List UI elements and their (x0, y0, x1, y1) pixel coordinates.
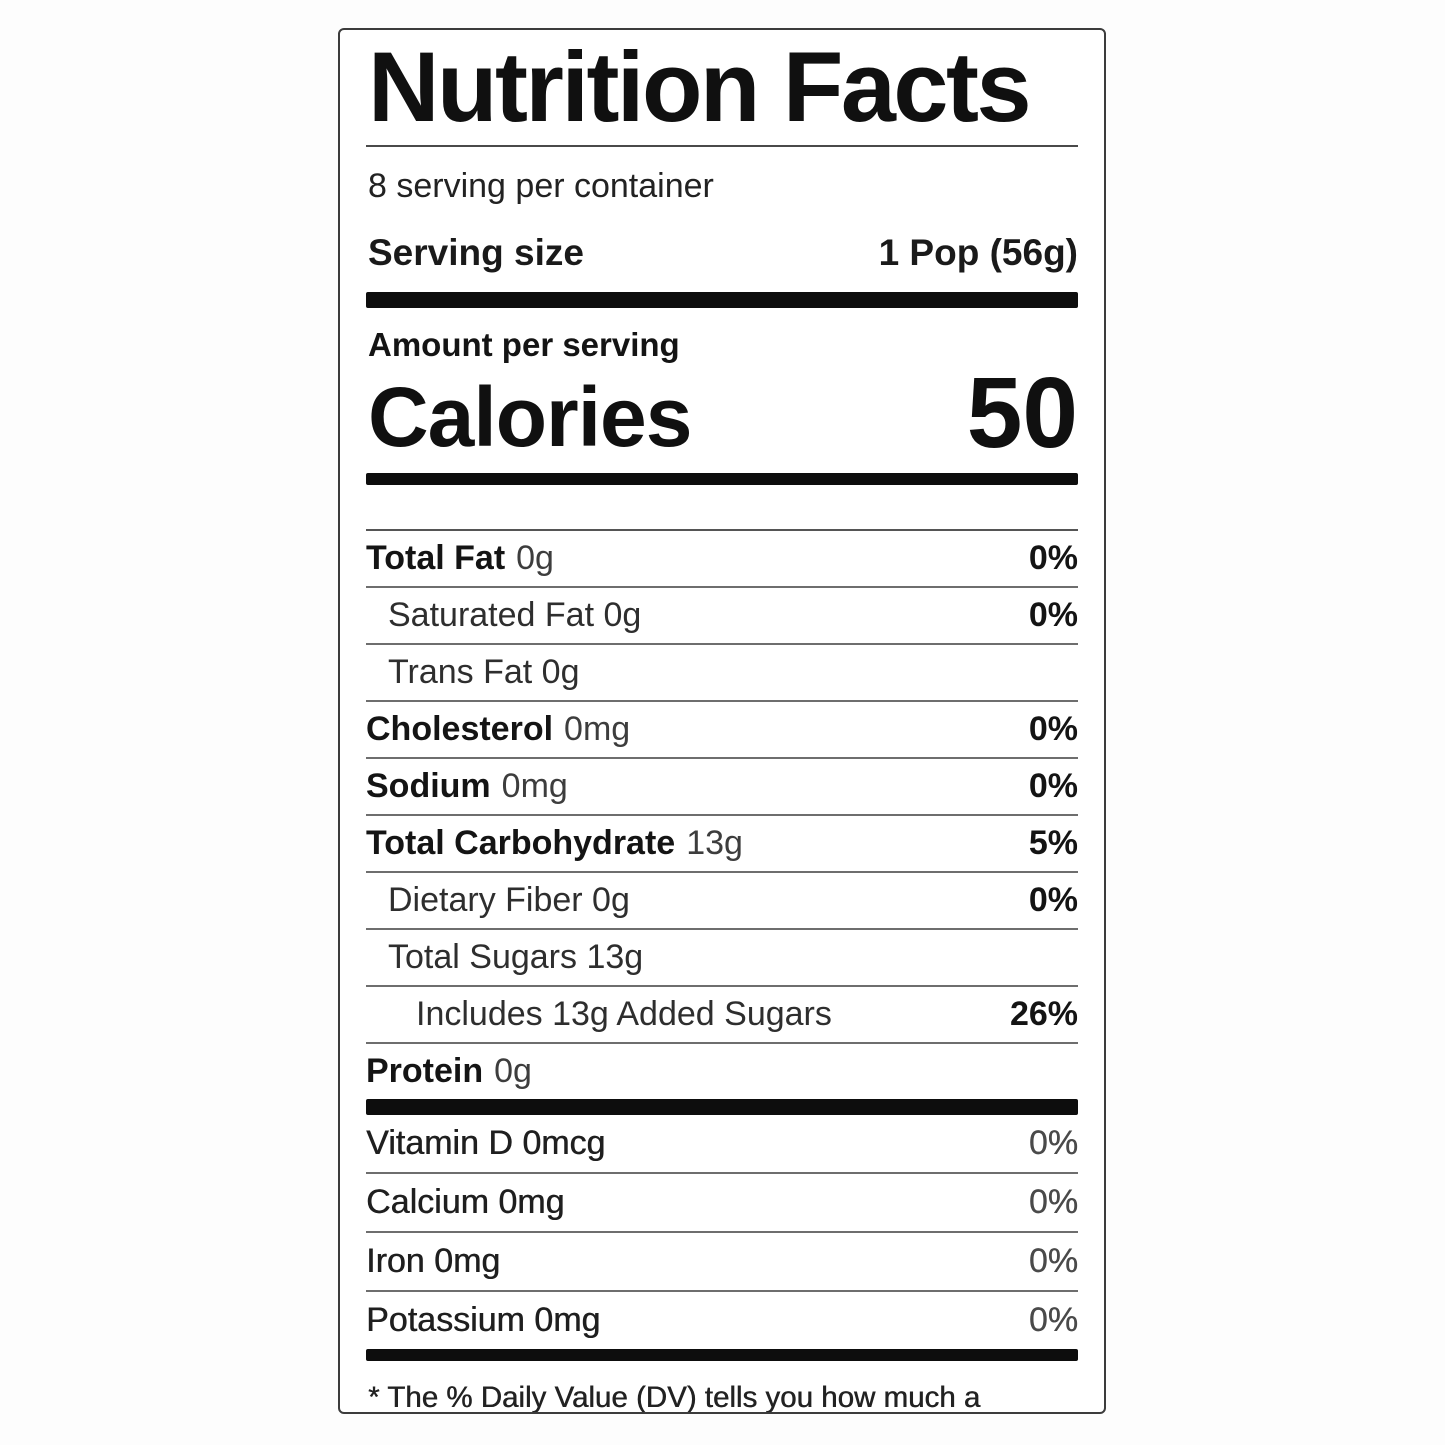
nutrient-amount: 0g (494, 1051, 532, 1090)
vitamin-dv: 0% (1028, 1182, 1078, 1221)
vitamin-name: Potassium 0mg (366, 1300, 601, 1339)
nutrition-facts-label: Nutrition Facts 8 serving per container … (338, 28, 1106, 1414)
vitamin-dv: 0% (1028, 1123, 1078, 1162)
nutrient-row-total-carbohydrate: Total Carbohydrate 13g 5% (366, 816, 1078, 873)
nutrient-row-total-sugars: Total Sugars 13g (366, 930, 1078, 987)
nutrient-name: Cholesterol (366, 709, 554, 748)
section-bar-calories (366, 472, 1078, 485)
serving-size-row: Serving size 1 Pop (56g) (368, 232, 1078, 274)
nutrient-name: Total Sugars 13g (388, 937, 644, 976)
calories-row: Calories 50 (366, 356, 1078, 469)
vitamin-row-calcium: Calcium 0mg 0% (366, 1174, 1078, 1233)
nutrient-row-saturated-fat: Saturated Fat 0g 0% (366, 588, 1078, 645)
nutrient-dv: 0% (1028, 595, 1078, 634)
calories-label: Calories (368, 369, 692, 464)
nutrient-row-protein: Protein 0g (366, 1044, 1078, 1099)
nutrient-dv: 0% (1028, 880, 1078, 919)
section-bar-top (366, 291, 1078, 308)
nutrient-dv: 5% (1028, 823, 1078, 862)
nutrient-dv: 0% (1028, 709, 1078, 748)
vitamin-name: Iron 0mg (366, 1241, 501, 1280)
section-bar-vitamins (366, 1098, 1078, 1115)
nutrient-name: Total Fat (366, 538, 506, 577)
nutrient-amount: 0mg (501, 766, 568, 805)
nutrient-amount: 0mg (564, 709, 631, 748)
title-divider (366, 144, 1078, 147)
nutrient-name: Trans Fat 0g (388, 652, 580, 691)
nutrient-row-sodium: Sodium 0mg 0% (366, 759, 1078, 816)
label-title: Nutrition Facts (368, 31, 1032, 142)
vitamin-rows: Vitamin D 0mcg 0% Calcium 0mg 0% Iron 0m… (366, 1115, 1078, 1349)
nutrient-dv: 0% (1028, 538, 1078, 577)
nutrient-row-total-fat: Total Fat 0g 0% (366, 531, 1078, 588)
nutrient-name: Total Carbohydrate (366, 823, 676, 862)
amount-per-serving-label: Amount per serving (368, 325, 680, 363)
serving-size-label: Serving size (368, 231, 584, 273)
nutrient-row-cholesterol: Cholesterol 0mg 0% (366, 702, 1078, 759)
nutrient-name: Saturated Fat 0g (388, 595, 642, 634)
nutrient-name: Protein (366, 1051, 484, 1090)
vitamin-dv: 0% (1028, 1241, 1078, 1280)
nutrient-row-added-sugars: Includes 13g Added Sugars 26% (366, 987, 1078, 1044)
vitamin-name: Calcium 0mg (366, 1182, 565, 1221)
nutrient-rows: Total Fat 0g 0% Saturated Fat 0g 0% Trans… (366, 528, 1078, 1099)
nutrient-name: Sodium (366, 766, 491, 805)
nutrient-name: Includes 13g Added Sugars (416, 994, 832, 1033)
vitamin-dv: 0% (1028, 1300, 1078, 1339)
vitamin-row-vitamin-d: Vitamin D 0mcg 0% (366, 1115, 1078, 1174)
section-bar-bottom (366, 1348, 1078, 1361)
nutrient-row-dietary-fiber: Dietary Fiber 0g 0% (366, 873, 1078, 930)
vitamin-name: Vitamin D 0mcg (366, 1123, 606, 1162)
vitamin-row-potassium: Potassium 0mg 0% (366, 1292, 1078, 1349)
nutrient-dv: 0% (1028, 766, 1078, 805)
nutrient-amount: 13g (686, 823, 743, 862)
calories-value: 50 (966, 356, 1078, 469)
serving-size-value: 1 Pop (56g) (878, 231, 1078, 273)
daily-value-gap (366, 485, 1078, 529)
nutrient-dv: 26% (1009, 994, 1078, 1033)
nutrient-row-trans-fat: Trans Fat 0g (366, 645, 1078, 702)
nutrient-name: Dietary Fiber 0g (388, 880, 630, 919)
daily-value-footnote: * The % Daily Value (DV) tells you how m… (368, 1380, 981, 1414)
vitamin-row-iron: Iron 0mg 0% (366, 1233, 1078, 1292)
nutrient-amount: 0g (516, 538, 554, 577)
servings-per-container: 8 serving per container (368, 166, 714, 205)
